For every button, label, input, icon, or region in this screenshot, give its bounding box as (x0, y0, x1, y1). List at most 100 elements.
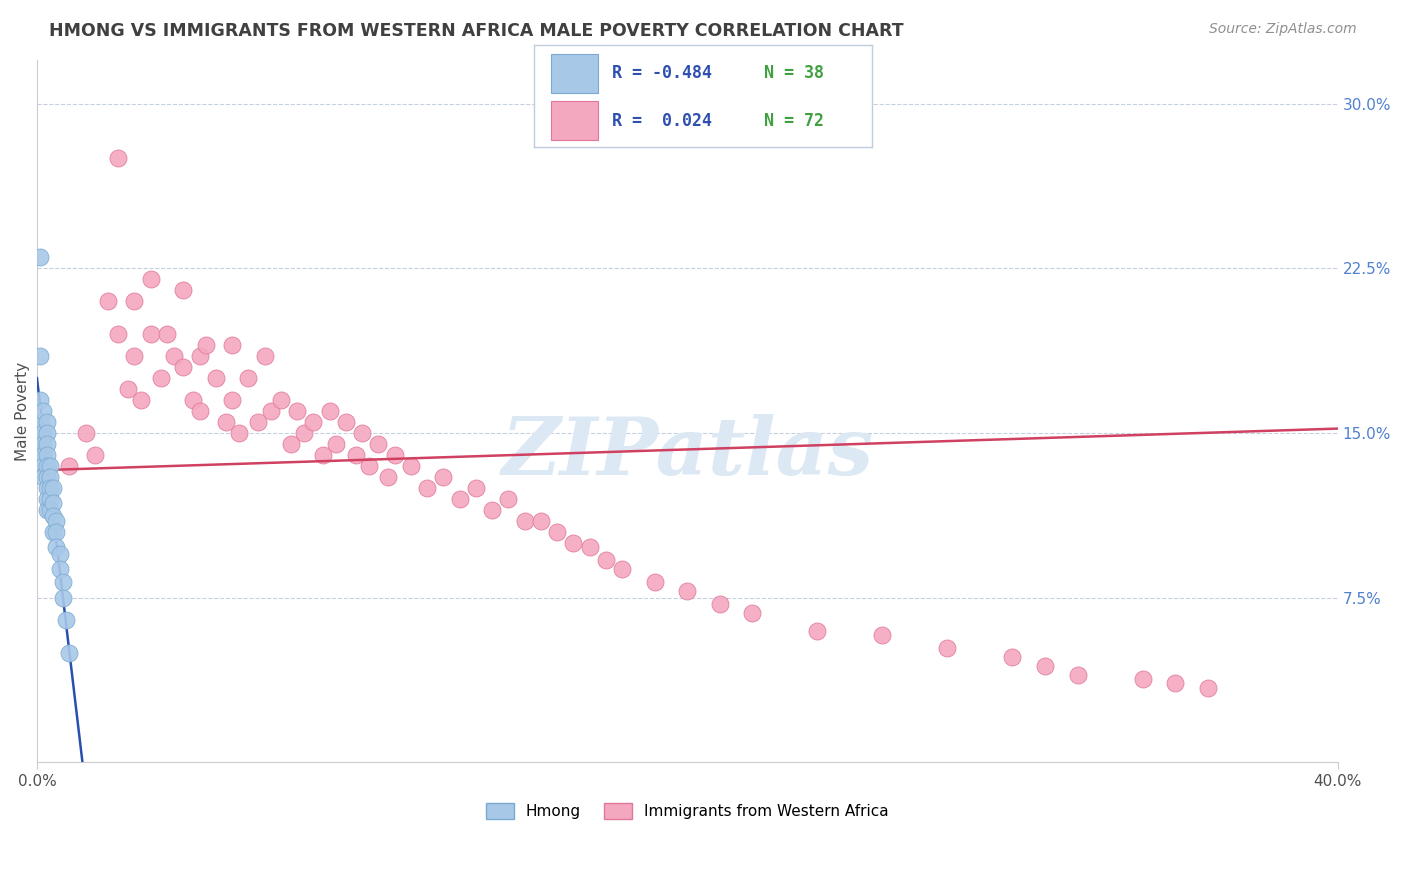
Point (181, 392, 204, 407)
Point (578, 540, 600, 554)
Point (35, 470, 58, 484)
Point (39, 481, 62, 495)
Point (35, 458, 58, 473)
Point (32, 448, 55, 462)
Point (149, 371, 172, 385)
Point (247, 415, 270, 429)
Point (35, 437, 58, 451)
Point (449, 491, 471, 506)
Point (129, 392, 152, 407)
Point (35, 425, 58, 440)
Point (1197, 681, 1219, 695)
Point (42, 524, 65, 539)
Point (162, 349, 184, 363)
Point (107, 327, 129, 342)
Point (188, 349, 211, 363)
Point (221, 392, 243, 407)
Point (498, 491, 520, 506)
Point (35, 448, 58, 462)
Point (312, 448, 335, 462)
Text: R = -0.484: R = -0.484 (612, 64, 711, 82)
Point (285, 404, 308, 418)
Text: ZIPatlas: ZIPatlas (501, 415, 873, 491)
Point (464, 481, 486, 495)
Point (228, 425, 250, 440)
Point (58, 458, 80, 473)
Point (644, 575, 666, 590)
Text: N = 72: N = 72 (763, 112, 824, 129)
Point (1033, 658, 1056, 673)
Text: Source: ZipAtlas.com: Source: ZipAtlas.com (1209, 22, 1357, 37)
Point (195, 338, 218, 352)
Point (270, 392, 292, 407)
Point (936, 641, 959, 656)
Point (318, 404, 340, 418)
Point (48, 562, 70, 576)
Point (1164, 676, 1187, 690)
Point (139, 327, 162, 342)
Point (595, 553, 617, 567)
Point (280, 437, 302, 451)
Point (35, 415, 58, 429)
Point (45, 524, 67, 539)
Point (188, 404, 211, 418)
Point (32, 458, 55, 473)
Point (58, 646, 80, 660)
Point (367, 437, 389, 451)
Point (352, 425, 374, 440)
Point (1132, 672, 1154, 686)
Point (35, 481, 58, 495)
Point (172, 283, 194, 297)
Point (39, 503, 62, 517)
Point (139, 272, 162, 286)
Point (612, 562, 634, 576)
Point (676, 584, 699, 599)
Point (75, 425, 97, 440)
Point (530, 514, 553, 528)
Point (35, 491, 58, 506)
Text: HMONG VS IMMIGRANTS FROM WESTERN AFRICA MALE POVERTY CORRELATION CHART: HMONG VS IMMIGRANTS FROM WESTERN AFRICA … (49, 22, 904, 40)
Point (335, 415, 357, 429)
Legend: Hmong, Immigrants from Western Africa: Hmong, Immigrants from Western Africa (479, 797, 894, 825)
Point (292, 425, 315, 440)
Point (513, 514, 536, 528)
Point (1066, 667, 1088, 681)
Point (97, 294, 120, 309)
Text: R =  0.024: R = 0.024 (612, 112, 711, 129)
Point (806, 624, 828, 638)
Point (55, 613, 77, 627)
Point (709, 597, 731, 611)
Point (546, 524, 568, 539)
Point (1001, 650, 1024, 665)
Y-axis label: Male Poverty: Male Poverty (15, 361, 30, 460)
Point (416, 481, 439, 495)
Point (214, 415, 236, 429)
Point (117, 382, 139, 396)
Point (52, 591, 75, 605)
Point (52, 575, 75, 590)
Point (45, 514, 67, 528)
Point (32, 404, 55, 418)
Point (156, 327, 179, 342)
Point (124, 349, 146, 363)
Text: N = 38: N = 38 (763, 64, 824, 82)
Point (32, 437, 55, 451)
Point (35, 503, 58, 517)
FancyBboxPatch shape (551, 54, 599, 93)
Point (221, 338, 243, 352)
Point (204, 371, 226, 385)
Point (377, 470, 399, 484)
Point (48, 547, 70, 561)
Point (39, 491, 62, 506)
Point (32, 470, 55, 484)
Point (30, 349, 52, 363)
Point (302, 415, 325, 429)
Point (384, 448, 406, 462)
Point (42, 481, 65, 495)
Point (325, 437, 347, 451)
Point (39, 458, 62, 473)
Point (30, 415, 52, 429)
Point (253, 349, 276, 363)
Point (399, 458, 422, 473)
Point (562, 536, 585, 550)
